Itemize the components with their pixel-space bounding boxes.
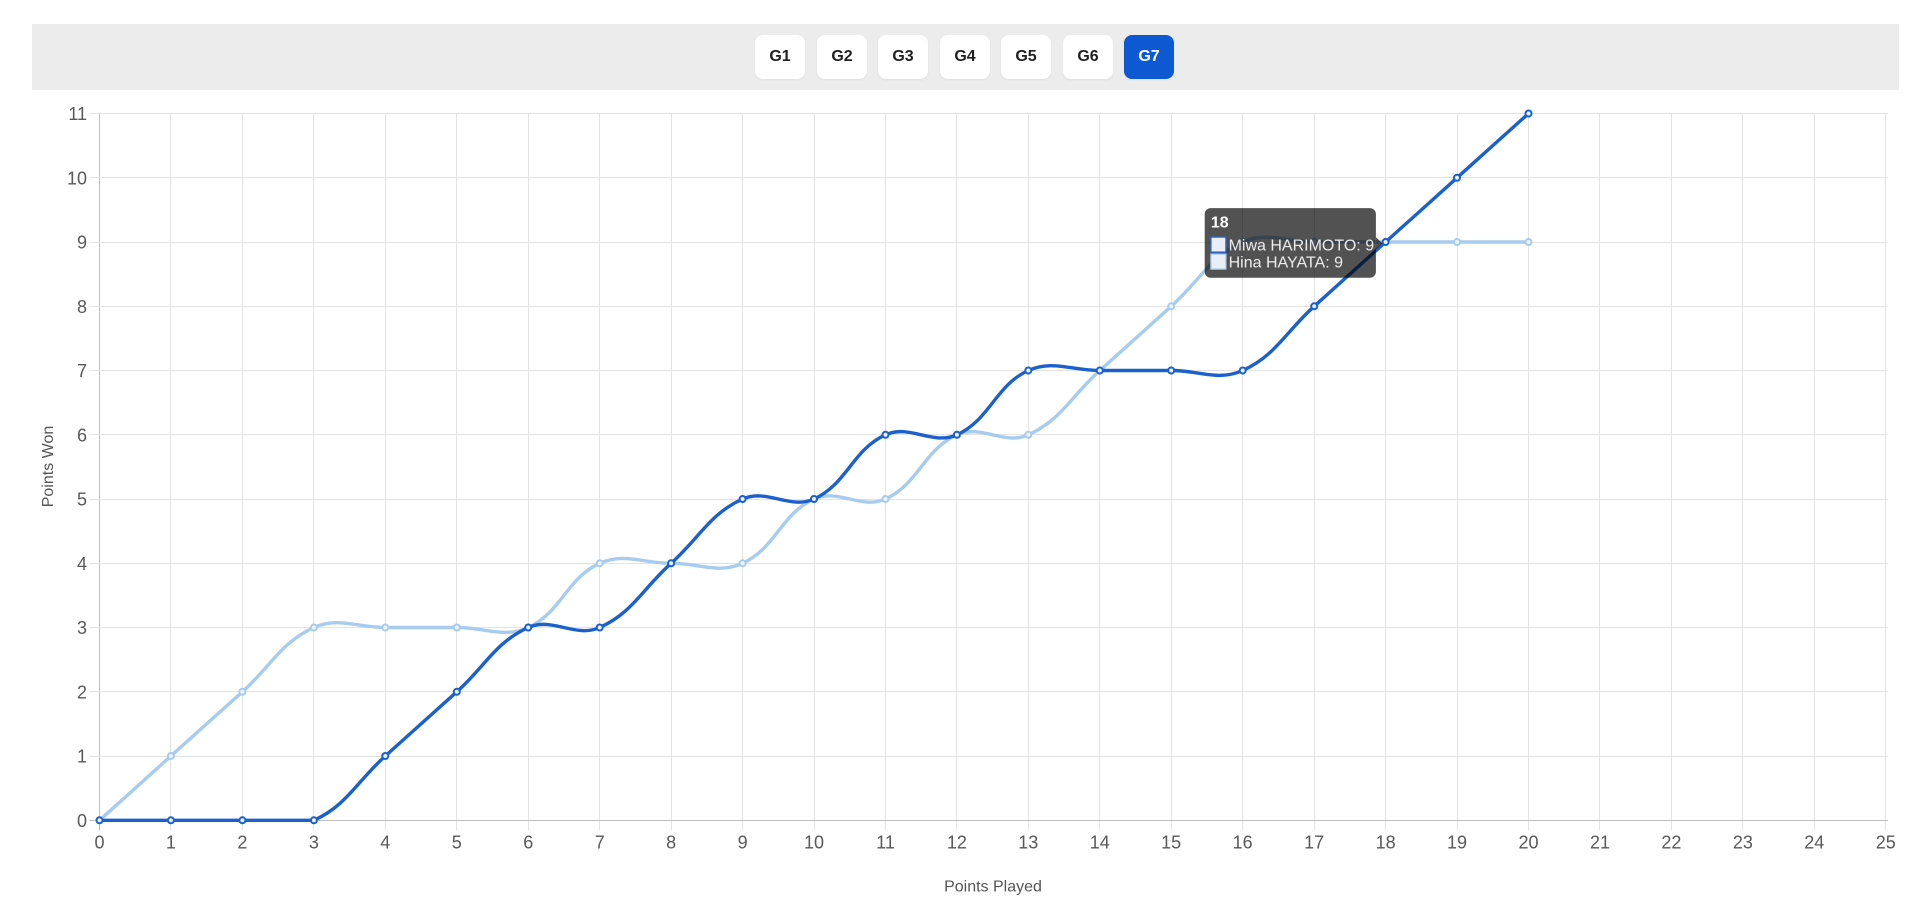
svg-text:0: 0 (77, 811, 87, 831)
svg-text:9: 9 (738, 833, 748, 853)
svg-text:Miwa HARIMOTO: 9: Miwa HARIMOTO: 9 (1229, 238, 1375, 255)
svg-text:Points Won: Points Won (40, 426, 57, 508)
svg-text:10: 10 (67, 168, 87, 188)
svg-text:16: 16 (1233, 833, 1253, 853)
svg-text:11: 11 (68, 104, 87, 124)
svg-text:19: 19 (1447, 833, 1467, 853)
svg-text:21: 21 (1590, 833, 1610, 853)
svg-text:8: 8 (77, 297, 87, 317)
svg-text:11: 11 (876, 833, 895, 853)
svg-text:5: 5 (77, 490, 87, 510)
svg-text:Points Played: Points Played (944, 879, 1042, 896)
svg-text:18: 18 (1376, 833, 1396, 853)
svg-text:5: 5 (452, 833, 462, 853)
svg-text:14: 14 (1090, 833, 1110, 853)
svg-text:3: 3 (309, 833, 319, 853)
svg-text:7: 7 (595, 833, 605, 853)
svg-text:6: 6 (77, 425, 87, 445)
svg-text:22: 22 (1661, 833, 1681, 853)
svg-text:Hina HAYATA: 9: Hina HAYATA: 9 (1229, 255, 1344, 272)
svg-text:2: 2 (237, 833, 247, 853)
svg-text:6: 6 (523, 833, 533, 853)
svg-text:4: 4 (77, 554, 87, 574)
svg-text:20: 20 (1518, 833, 1538, 853)
svg-text:18: 18 (1211, 215, 1229, 232)
svg-text:17: 17 (1304, 833, 1324, 853)
svg-text:25: 25 (1876, 833, 1896, 853)
svg-text:23: 23 (1733, 833, 1753, 853)
svg-text:9: 9 (77, 233, 87, 253)
svg-text:8: 8 (666, 833, 676, 853)
svg-text:13: 13 (1018, 833, 1038, 853)
svg-text:3: 3 (77, 618, 87, 638)
svg-text:4: 4 (380, 833, 390, 853)
svg-text:12: 12 (947, 833, 967, 853)
svg-text:1: 1 (166, 833, 176, 853)
svg-text:2: 2 (77, 682, 87, 702)
svg-text:10: 10 (804, 833, 824, 853)
svg-text:0: 0 (94, 833, 104, 853)
svg-text:24: 24 (1804, 833, 1824, 853)
svg-text:15: 15 (1161, 833, 1181, 853)
svg-text:1: 1 (77, 747, 87, 767)
svg-text:7: 7 (77, 361, 87, 381)
